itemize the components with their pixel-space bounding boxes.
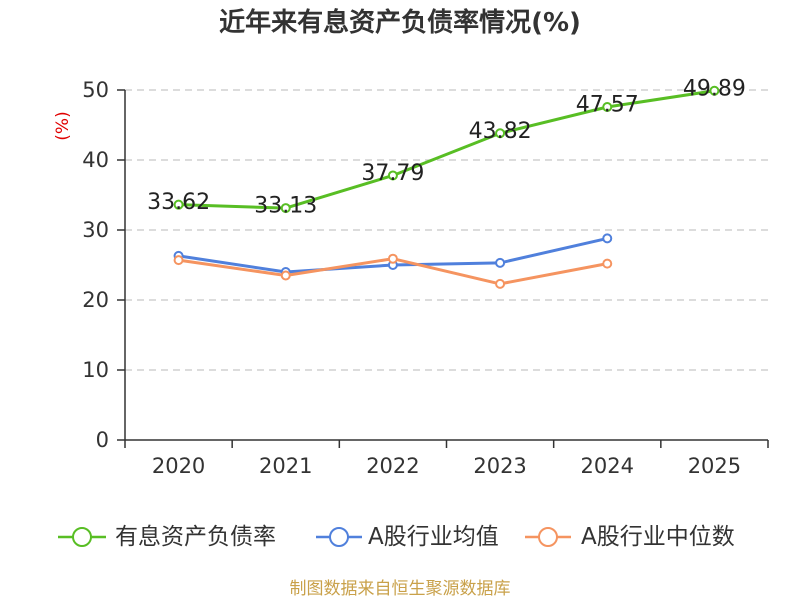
y-tick-label-10: 10 xyxy=(82,358,109,382)
chart-title: 近年来有息资产负债率情况(%) xyxy=(219,7,581,38)
y-tick-label-0: 0 xyxy=(96,428,109,452)
legend-circle-icon xyxy=(329,527,349,547)
x-axis: 2020 2021 2022 2023 2024 2025 xyxy=(124,439,769,478)
legend-label: 有息资产负债率 xyxy=(115,524,276,550)
y-tick-label-30: 30 xyxy=(82,218,109,242)
series-1-point-2021 xyxy=(280,203,291,214)
series-2-point-2023 xyxy=(495,257,506,268)
series-3-point-2023 xyxy=(495,278,506,289)
series-2-point-2024 xyxy=(602,233,613,244)
x-tick-label-2024: 2024 xyxy=(581,454,634,478)
series-1-data-label-2021: 33.13 xyxy=(254,194,317,219)
x-tick-label-2021: 2021 xyxy=(259,454,312,478)
source-note: 制图数据来自恒生聚源数据库 xyxy=(290,579,511,599)
legend-circle-icon xyxy=(72,527,92,547)
gridlines xyxy=(125,89,768,371)
legend: 有息资产负债率 A股行业均值 A股行业中位数 xyxy=(58,524,735,550)
legend-item-series-3: A股行业中位数 xyxy=(525,524,735,550)
x-tick-label-2025: 2025 xyxy=(688,454,741,478)
y-axis: 0 10 20 30 40 50 xyxy=(82,78,126,452)
series-3-point-2020 xyxy=(173,255,184,266)
series-1-line xyxy=(178,89,715,210)
series-1-data-label-2025: 49.89 xyxy=(683,76,746,101)
legend-circle-icon xyxy=(538,527,558,547)
series-1-data-label-2020: 33.62 xyxy=(147,190,210,215)
x-tick-label-2020: 2020 xyxy=(152,454,205,478)
y-tick-label-40: 40 xyxy=(82,148,109,172)
series-3-point-2022 xyxy=(387,253,398,264)
x-tick-label-2022: 2022 xyxy=(366,454,419,478)
series-1-point-2025 xyxy=(709,85,720,96)
series-1-point-2022 xyxy=(387,170,398,181)
series-3-point-2021 xyxy=(280,270,291,281)
series-1-point-2024 xyxy=(602,102,613,113)
legend-label: A股行业中位数 xyxy=(581,524,735,550)
series-1-data-label-2024: 47.57 xyxy=(576,93,639,118)
x-tick-label-2023: 2023 xyxy=(473,454,526,478)
series-3-point-2024 xyxy=(602,258,613,269)
series-1-data-label-2022: 37.79 xyxy=(361,161,424,186)
series-layer: 33.62 33.13 37.79 43.82 47.57 49.89 xyxy=(147,76,746,289)
series-1-point-2023 xyxy=(495,128,506,139)
series-1: 33.62 33.13 37.79 43.82 47.57 49.89 xyxy=(147,76,746,218)
series-1-point-2020 xyxy=(173,199,184,210)
legend-item-series-2: A股行业均值 xyxy=(316,524,499,550)
y-axis-label: (%) xyxy=(53,111,73,140)
legend-item-series-1: 有息资产负债率 xyxy=(58,524,276,550)
series-3 xyxy=(173,253,613,289)
y-tick-label-20: 20 xyxy=(82,288,109,312)
legend-label: A股行业均值 xyxy=(368,524,499,550)
series-1-data-label-2023: 43.82 xyxy=(469,119,532,144)
y-tick-label-50: 50 xyxy=(82,78,109,102)
